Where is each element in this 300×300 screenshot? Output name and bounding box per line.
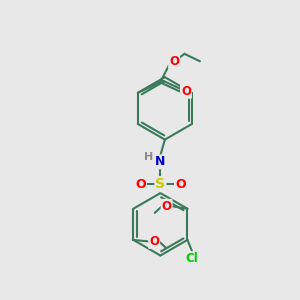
Text: H: H [145,152,154,162]
Text: O: O [169,55,179,68]
Text: S: S [155,177,165,191]
Text: O: O [135,178,146,191]
Text: O: O [149,235,159,248]
Text: O: O [181,85,191,98]
Text: O: O [175,178,186,191]
Text: N: N [155,155,166,168]
Text: Cl: Cl [185,252,198,265]
Text: O: O [162,200,172,213]
